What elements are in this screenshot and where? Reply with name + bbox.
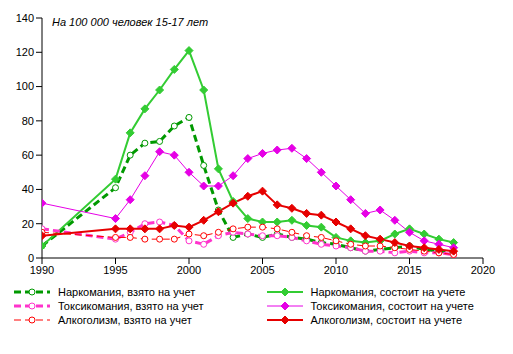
html-text:Токсикомания, состоит на учете: Токсикомания, состоит на учете bbox=[310, 300, 474, 312]
html-text:На 100 000 человек 15-17 лет: На 100 000 человек 15-17 лет bbox=[52, 16, 209, 28]
svg-text:1990: 1990 bbox=[30, 264, 54, 276]
svg-text:2015: 2015 bbox=[397, 264, 421, 276]
svg-text:40: 40 bbox=[22, 183, 34, 195]
svg-text:140: 140 bbox=[16, 12, 34, 24]
html-text:Алкоголизм, состоит на учете: Алкоголизм, состоит на учете bbox=[310, 314, 462, 326]
svg-text:80: 80 bbox=[22, 115, 34, 127]
svg-text:2020: 2020 bbox=[471, 264, 495, 276]
svg-text:20: 20 bbox=[22, 218, 34, 230]
html-text:Токсикомания, взято на учет: Токсикомания, взято на учет bbox=[58, 300, 204, 312]
svg-text:2010: 2010 bbox=[324, 264, 348, 276]
svg-text:60: 60 bbox=[22, 149, 34, 161]
svg-text:2000: 2000 bbox=[177, 264, 201, 276]
svg-text:120: 120 bbox=[16, 46, 34, 58]
svg-text:1995: 1995 bbox=[103, 264, 127, 276]
svg-text:0: 0 bbox=[28, 252, 34, 264]
html-text:Наркомания, состоит на учете: Наркомания, состоит на учете bbox=[310, 286, 466, 298]
svg-text:2005: 2005 bbox=[250, 264, 274, 276]
svg-text:100: 100 bbox=[16, 80, 34, 92]
html-text:Алкоголизм, взято на учет: Алкоголизм, взято на учет bbox=[58, 314, 192, 326]
html-text:Наркомания, взято на учет: Наркомания, взято на учет bbox=[58, 286, 196, 298]
